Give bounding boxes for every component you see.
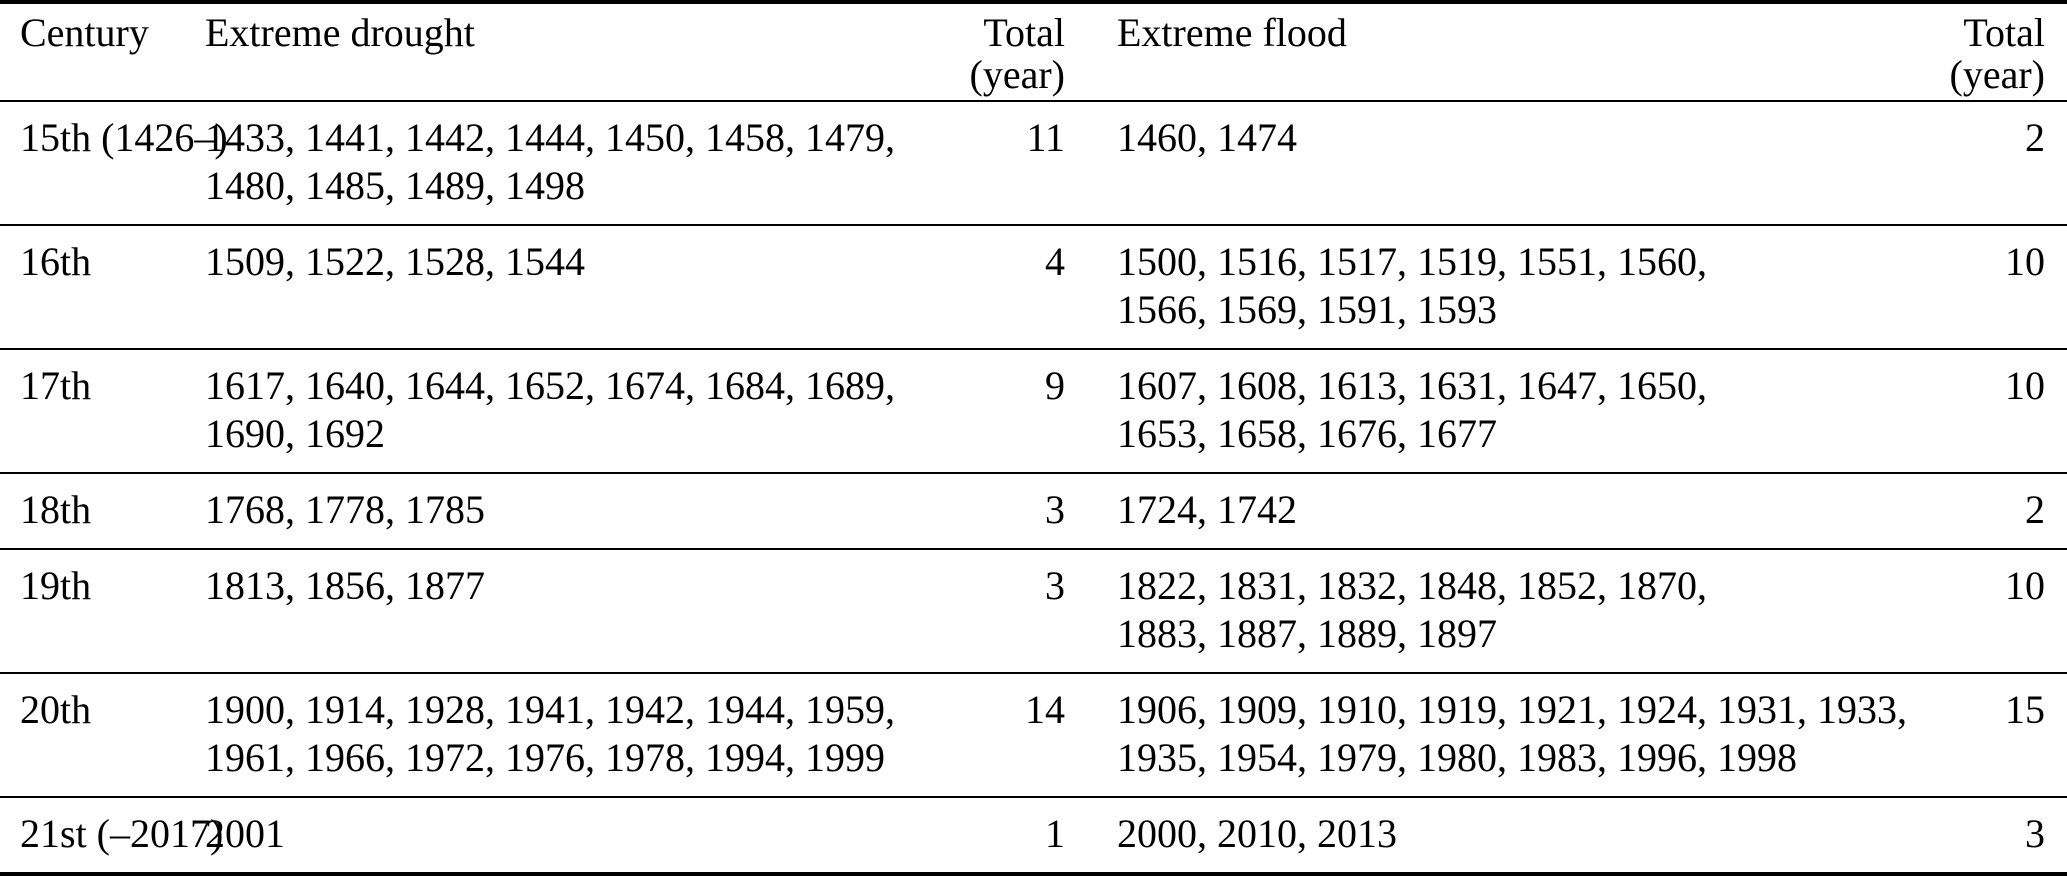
drought-total-column-header: Total (year) [969, 10, 1065, 97]
flood-total-cell: 3 [2025, 811, 2045, 856]
drought-total-cell: 3 [1045, 487, 1065, 532]
century-cell: 19th [20, 563, 92, 608]
drought-total-cell: 3 [1045, 563, 1065, 608]
table-row-18th-century: 18th 1768, 1778, 1785 3 1724, 1742 2 [0, 473, 2067, 549]
century-column-header: Century [20, 10, 149, 55]
drought-years-cell: 1900, 1914, 1928, 1941, 1942, 1944, 1959… [205, 687, 895, 780]
flood-years-cell: 1822, 1831, 1832, 1848, 1852, 1870, 1883… [1117, 563, 1707, 656]
drought-years-cell: 1813, 1856, 1877 [205, 563, 485, 608]
flood-years-cell: 1500, 1516, 1517, 1519, 1551, 1560, 1566… [1117, 239, 1707, 332]
century-cell: 18th [20, 487, 92, 532]
flood-total-cell: 10 [2005, 239, 2045, 284]
flood-years-cell: 1460, 1474 [1117, 115, 1297, 160]
flood-total-column-header: Total (year) [1949, 10, 2045, 97]
century-cell: 17th [20, 363, 92, 408]
flood-years-cell: 1906, 1909, 1910, 1919, 1921, 1924, 1931… [1117, 687, 1907, 780]
table-row-17th-century: 17th 1617, 1640, 1644, 1652, 1674, 1684,… [0, 349, 2067, 473]
drought-total-cell: 9 [1045, 363, 1065, 408]
century-cell: 20th [20, 687, 92, 732]
table-header-row: Century Extreme drought Total (year) Ext… [0, 2, 2067, 101]
table-row-19th-century: 19th 1813, 1856, 1877 3 1822, 1831, 1832… [0, 549, 2067, 673]
flood-years-cell: 2000, 2010, 2013 [1117, 811, 1397, 856]
flood-total-cell: 10 [2005, 363, 2045, 408]
flood-years-cell: 1724, 1742 [1117, 487, 1297, 532]
table-row-20th-century: 20th 1900, 1914, 1928, 1941, 1942, 1944,… [0, 673, 2067, 797]
drought-years-cell: 1433, 1441, 1442, 1444, 1450, 1458, 1479… [205, 115, 895, 208]
flood-total-cell: 2 [2025, 115, 2045, 160]
drought-years-cell: 1509, 1522, 1528, 1544 [205, 239, 585, 284]
flood-total-cell: 2 [2025, 487, 2045, 532]
century-cell: 16th [20, 239, 92, 284]
extreme-flood-column-header: Extreme flood [1117, 10, 1347, 55]
drought-years-cell: 2001 [205, 811, 285, 856]
drought-total-cell: 4 [1045, 239, 1065, 284]
drought-years-cell: 1617, 1640, 1644, 1652, 1674, 1684, 1689… [205, 363, 895, 456]
drought-total-cell: 14 [1025, 687, 1065, 732]
century-cell: 15th (1426–) [20, 115, 228, 160]
drought-total-cell: 11 [1026, 115, 1065, 160]
drought-total-cell: 1 [1045, 811, 1065, 856]
flood-total-cell: 10 [2005, 563, 2045, 608]
table-row-21st-century: 21st (–2017) 2001 1 2000, 2010, 2013 3 [0, 797, 2067, 874]
extreme-drought-column-header: Extreme drought [205, 10, 475, 55]
table-row-16th-century: 16th 1509, 1522, 1528, 1544 4 1500, 1516… [0, 225, 2067, 349]
century-cell: 21st (–2017) [20, 811, 224, 856]
drought-years-cell: 1768, 1778, 1785 [205, 487, 485, 532]
flood-years-cell: 1607, 1608, 1613, 1631, 1647, 1650, 1653… [1117, 363, 1707, 456]
table-row-15th-century: 15th (1426–) 1433, 1441, 1442, 1444, 145… [0, 101, 2067, 225]
flood-total-cell: 15 [2005, 687, 2045, 732]
